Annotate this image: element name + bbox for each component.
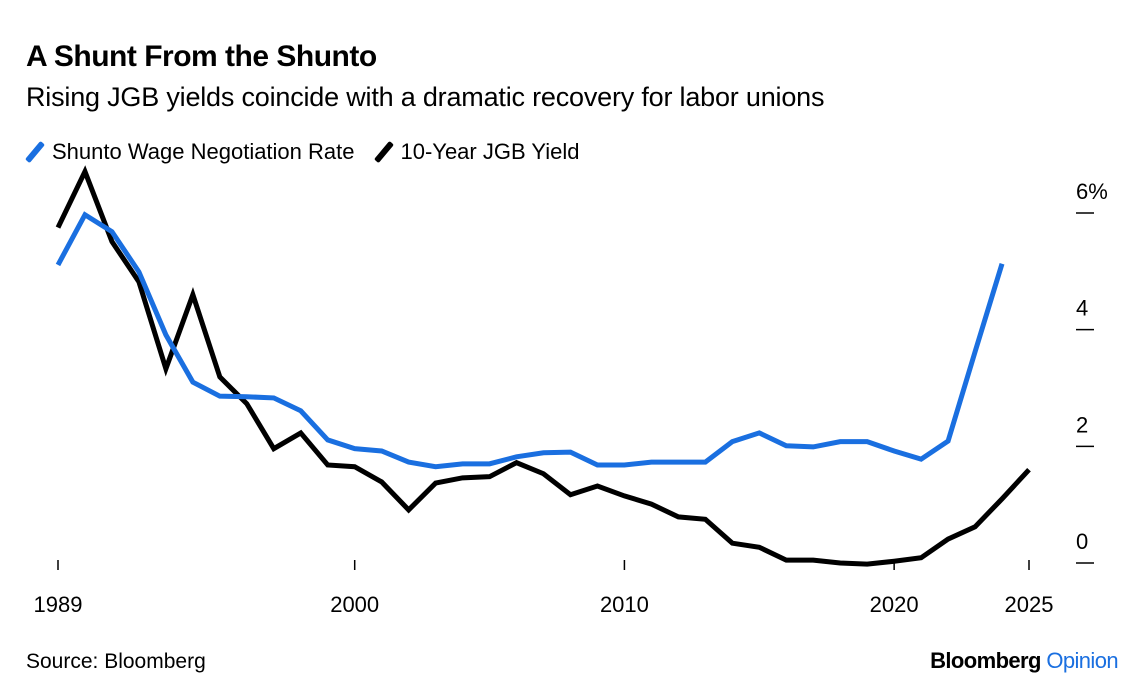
y-tick-label: 0 [1076, 529, 1088, 554]
source-note: Source: Bloomberg [26, 650, 206, 673]
x-tick-label: 1989 [34, 592, 83, 617]
x-tick-label: 2020 [870, 592, 919, 617]
y-tick-label: 2 [1076, 412, 1088, 437]
chart-subtitle: Rising JGB yields coincide with a dramat… [26, 82, 825, 112]
x-tick-label: 2000 [330, 592, 379, 617]
legend-label-shunto: Shunto Wage Negotiation Rate [52, 139, 355, 164]
brand-main: Bloomberg [930, 648, 1041, 673]
legend: Shunto Wage Negotiation Rate 10-Year JGB… [24, 139, 597, 165]
chart-title: A Shunt From the Shunto [26, 40, 377, 73]
brand-logo: Bloomberg Opinion [930, 648, 1118, 674]
legend-item-shunto: Shunto Wage Negotiation Rate [24, 139, 355, 165]
brand-opinion: Opinion [1046, 648, 1118, 673]
legend-item-jgb: 10-Year JGB Yield [373, 139, 580, 165]
series-line-shunto [55, 211, 1005, 470]
x-tick-label: 2025 [1005, 592, 1054, 617]
y-tick-label: 4 [1076, 296, 1088, 321]
series-line-jgb [55, 165, 1031, 567]
legend-label-jgb: 10-Year JGB Yield [400, 139, 580, 164]
x-tick-label: 2010 [600, 592, 649, 617]
y-tick-label: 6% [1076, 179, 1108, 204]
